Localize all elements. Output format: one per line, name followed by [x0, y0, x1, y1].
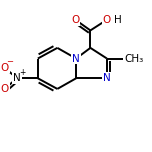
Text: +: +	[19, 68, 25, 77]
Text: O: O	[71, 15, 79, 25]
Text: O: O	[1, 84, 9, 94]
Text: N: N	[103, 73, 111, 83]
Text: −: −	[6, 57, 13, 66]
Text: H: H	[114, 15, 121, 25]
Text: CH₃: CH₃	[124, 54, 143, 64]
Text: O: O	[103, 15, 111, 25]
Text: O: O	[1, 63, 9, 73]
Text: N: N	[72, 54, 80, 64]
Text: N: N	[13, 73, 21, 83]
